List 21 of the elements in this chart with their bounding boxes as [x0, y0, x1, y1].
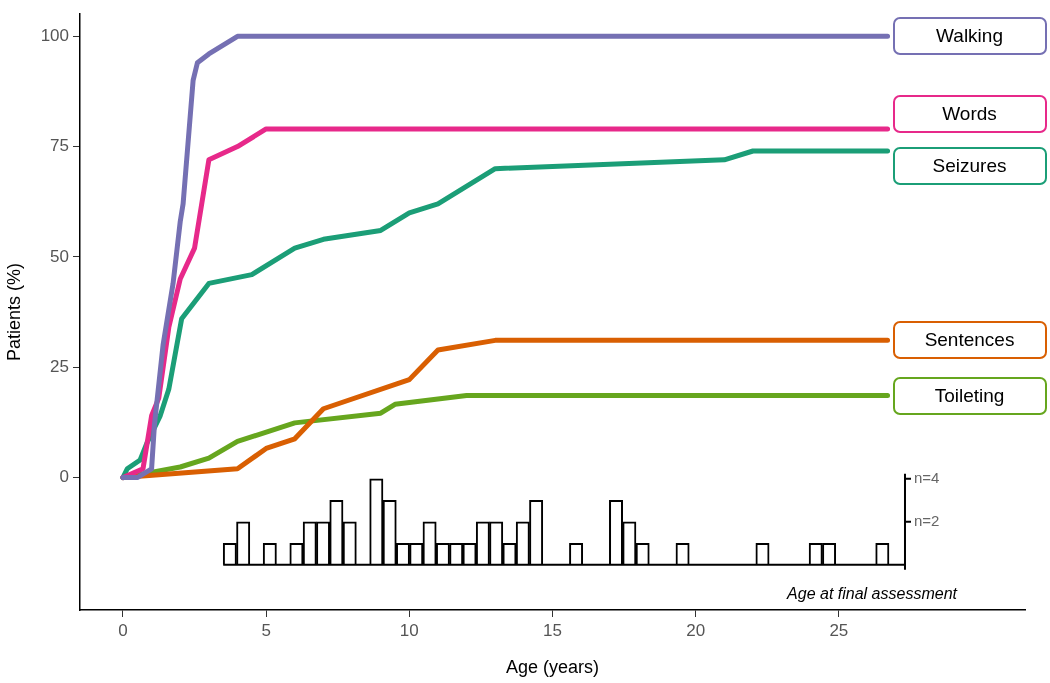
name-tag: Sentences [892, 321, 1047, 360]
y-tick-label: 50 [50, 246, 69, 266]
x-tick-label: 20 [686, 620, 706, 640]
x-tick-label: 25 [829, 620, 849, 640]
annotation: Age at final assessment [786, 585, 958, 603]
name-tag: Seizures [892, 146, 1047, 185]
name-tag: Words [892, 94, 1047, 133]
y2-tick-label: n=2 [913, 511, 940, 529]
x-axis-title: Age (years) [505, 657, 600, 678]
y-tick-label: 75 [50, 136, 69, 156]
name-tag: Walking [892, 17, 1047, 56]
y-axis-title: Patients (%) [3, 263, 24, 362]
x-tick-label: 15 [543, 620, 562, 640]
x-tick-label: 0 [118, 620, 128, 640]
x-tick-label: 10 [399, 620, 419, 640]
y-tick-label: 25 [50, 356, 69, 376]
x-tick-label: 5 [261, 620, 271, 640]
y-tick-label: 100 [40, 25, 69, 45]
y-tick-label: 0 [59, 467, 69, 487]
y2-tick-label: n=4 [913, 468, 940, 486]
name-tag: Toileting [892, 376, 1047, 415]
